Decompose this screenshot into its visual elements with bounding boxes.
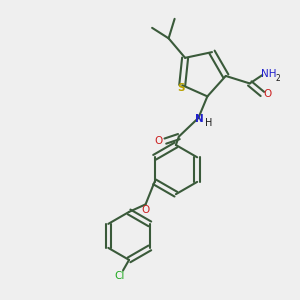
Text: O: O [141, 205, 150, 215]
Text: NH: NH [261, 68, 277, 79]
Text: 2: 2 [276, 74, 280, 82]
Text: Cl: Cl [114, 272, 124, 281]
Text: N: N [196, 114, 204, 124]
Text: O: O [264, 89, 272, 99]
Text: H: H [205, 118, 213, 128]
Text: O: O [154, 136, 163, 146]
Text: S: S [177, 83, 184, 93]
